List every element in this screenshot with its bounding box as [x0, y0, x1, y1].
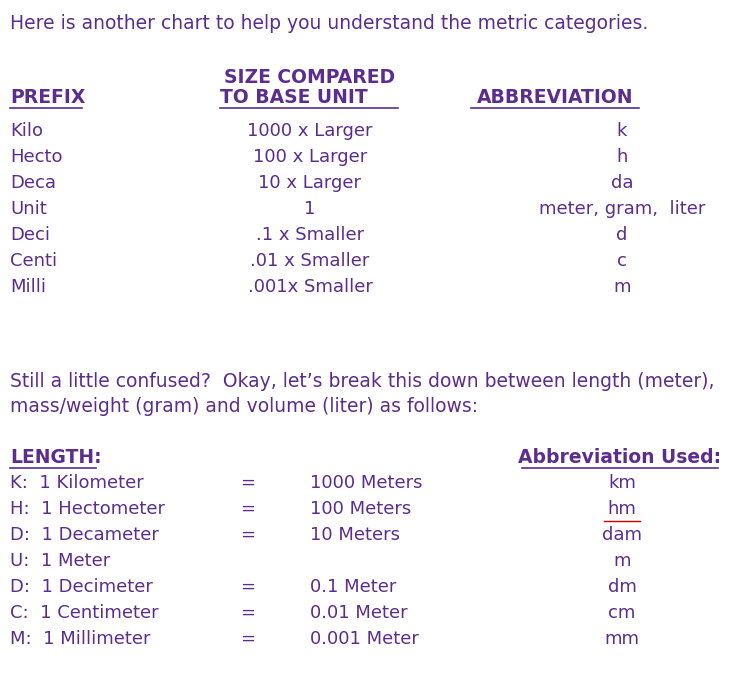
Text: Here is another chart to help you understand the metric categories.: Here is another chart to help you unders… — [10, 14, 649, 33]
Text: D:  1 Decameter: D: 1 Decameter — [10, 526, 159, 544]
Text: mass/weight (gram) and volume (liter) as follows:: mass/weight (gram) and volume (liter) as… — [10, 397, 478, 416]
Text: =: = — [241, 474, 255, 492]
Text: Unit: Unit — [10, 200, 47, 218]
Text: 0.1 Meter: 0.1 Meter — [310, 578, 396, 596]
Text: Hecto: Hecto — [10, 148, 63, 166]
Text: m: m — [613, 552, 630, 570]
Text: =: = — [241, 500, 255, 518]
Text: ABBREVIATION: ABBREVIATION — [476, 88, 633, 107]
Text: km: km — [608, 474, 636, 492]
Text: Milli: Milli — [10, 278, 46, 296]
Text: c: c — [617, 252, 627, 270]
Text: Deci: Deci — [10, 226, 50, 244]
Text: .001x Smaller: .001x Smaller — [248, 278, 372, 296]
Text: U:  1 Meter: U: 1 Meter — [10, 552, 110, 570]
Text: =: = — [241, 578, 255, 596]
Text: 0.001 Meter: 0.001 Meter — [310, 630, 419, 648]
Text: M:  1 Millimeter: M: 1 Millimeter — [10, 630, 150, 648]
Text: D:  1 Decimeter: D: 1 Decimeter — [10, 578, 153, 596]
Text: h: h — [616, 148, 627, 166]
Text: m: m — [613, 278, 630, 296]
Text: 1: 1 — [304, 200, 316, 218]
Text: cm: cm — [609, 604, 636, 622]
Text: meter, gram,  liter: meter, gram, liter — [539, 200, 705, 218]
Text: 1000 x Larger: 1000 x Larger — [247, 122, 373, 140]
Text: K:  1 Kilometer: K: 1 Kilometer — [10, 474, 143, 492]
Text: 10 x Larger: 10 x Larger — [258, 174, 362, 192]
Text: =: = — [241, 526, 255, 544]
Text: Still a little confused?  Okay, let’s break this down between length (meter),: Still a little confused? Okay, let’s bre… — [10, 372, 714, 391]
Text: PREFIX: PREFIX — [10, 88, 85, 107]
Text: da: da — [611, 174, 633, 192]
Text: dm: dm — [608, 578, 636, 596]
Text: Abbreviation Used:: Abbreviation Used: — [519, 448, 722, 467]
Text: Deca: Deca — [10, 174, 56, 192]
Text: H:  1 Hectometer: H: 1 Hectometer — [10, 500, 165, 518]
Text: Kilo: Kilo — [10, 122, 43, 140]
Text: dam: dam — [602, 526, 642, 544]
Text: hm: hm — [608, 500, 636, 518]
Text: d: d — [616, 226, 627, 244]
Text: Centi: Centi — [10, 252, 57, 270]
Text: SIZE COMPARED: SIZE COMPARED — [224, 68, 396, 87]
Text: 10 Meters: 10 Meters — [310, 526, 400, 544]
Text: mm: mm — [605, 630, 639, 648]
Text: TO BASE UNIT: TO BASE UNIT — [220, 88, 368, 107]
Text: k: k — [617, 122, 627, 140]
Text: =: = — [241, 630, 255, 648]
Text: .1 x Smaller: .1 x Smaller — [256, 226, 364, 244]
Text: LENGTH:: LENGTH: — [10, 448, 102, 467]
Text: 0.01 Meter: 0.01 Meter — [310, 604, 408, 622]
Text: 1000 Meters: 1000 Meters — [310, 474, 423, 492]
Text: C:  1 Centimeter: C: 1 Centimeter — [10, 604, 159, 622]
Text: =: = — [241, 604, 255, 622]
Text: 100 Meters: 100 Meters — [310, 500, 411, 518]
Text: 100 x Larger: 100 x Larger — [253, 148, 367, 166]
Text: .01 x Smaller: .01 x Smaller — [251, 252, 370, 270]
